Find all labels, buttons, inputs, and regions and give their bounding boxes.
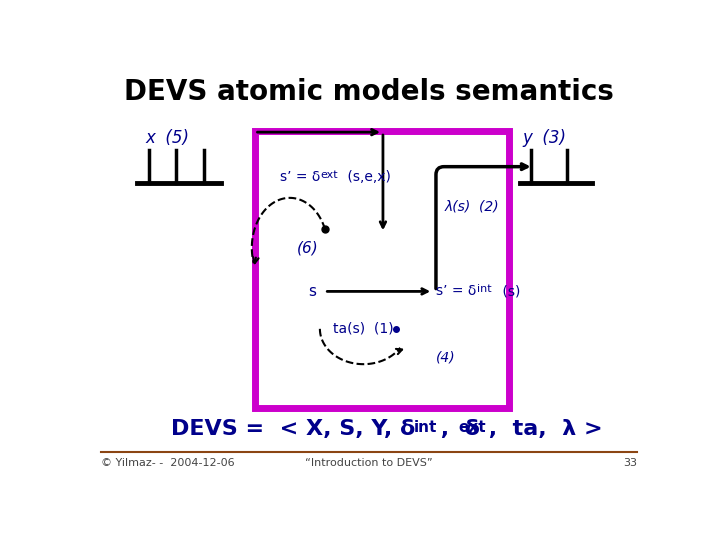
Text: x  (5): x (5) [145, 129, 190, 146]
Text: ext: ext [320, 170, 338, 180]
Text: int: int [413, 420, 437, 435]
Text: DEVS =  < X, S, Y, δ: DEVS = < X, S, Y, δ [171, 420, 415, 440]
Text: y  (3): y (3) [523, 129, 567, 146]
Text: (4): (4) [436, 351, 456, 365]
Text: ext: ext [459, 420, 486, 435]
Text: “Introduction to DEVS”: “Introduction to DEVS” [305, 458, 433, 468]
Text: s: s [308, 284, 316, 299]
Text: λ(s)  (2): λ(s) (2) [444, 199, 499, 213]
Text: ,  δ: , δ [433, 420, 480, 440]
Text: 33: 33 [623, 458, 637, 468]
Text: © Yilmaz- -  2004-12-06: © Yilmaz- - 2004-12-06 [101, 458, 235, 468]
Text: (s,e,x): (s,e,x) [343, 170, 391, 184]
Text: int: int [477, 285, 491, 294]
Text: s’ = δ: s’ = δ [280, 170, 320, 184]
Text: ta(s)  (1): ta(s) (1) [333, 322, 393, 336]
Text: s’ = δ: s’ = δ [436, 285, 477, 299]
Text: DEVS atomic models semantics: DEVS atomic models semantics [124, 78, 614, 106]
Text: (s): (s) [498, 285, 521, 299]
Text: (6): (6) [297, 240, 318, 255]
Text: ,  ta,  λ >: , ta, λ > [481, 420, 602, 440]
